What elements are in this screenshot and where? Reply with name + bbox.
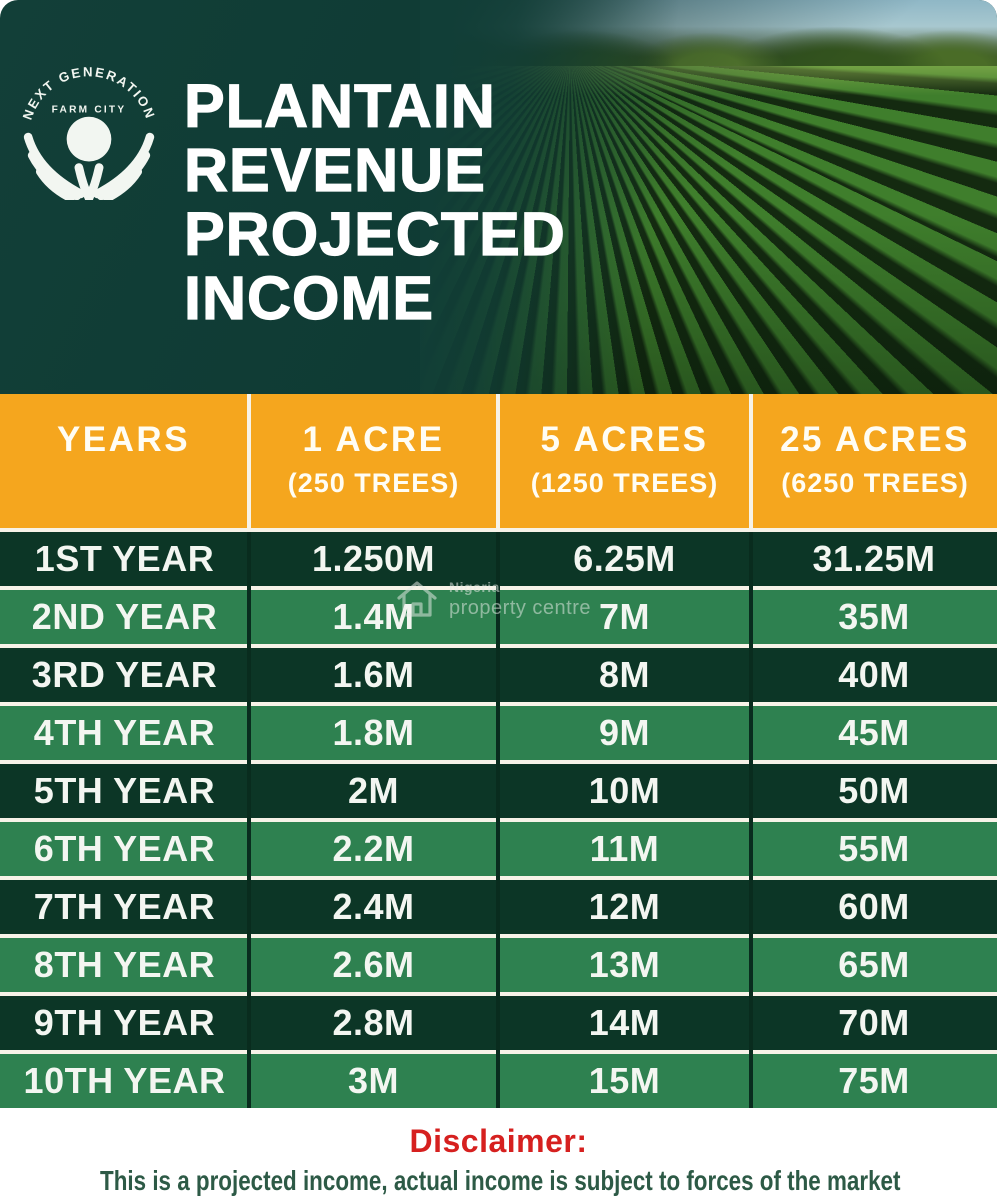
table-row: 5TH YEAR 2M 10M 50M: [0, 764, 997, 818]
cell-5acres: 14M: [498, 996, 751, 1050]
cell-5acres: 12M: [498, 880, 751, 934]
cell-25acres: 31.25M: [751, 532, 997, 586]
cell-year: 7TH YEAR: [0, 880, 249, 934]
cell-5acres: 11M: [498, 822, 751, 876]
table-row: 6TH YEAR 2.2M 11M 55M: [0, 822, 997, 876]
disclaimer-label: Disclaimer:: [409, 1123, 588, 1159]
table-header-row: YEARS 1 ACRE (250 TREES) 5 ACRES (1250 T…: [0, 394, 997, 528]
cell-25acres: 60M: [751, 880, 997, 934]
table-body: 1ST YEAR 1.250M 6.25M 31.25M 2ND YEAR 1.…: [0, 532, 997, 1108]
cell-1acre: 2M: [249, 764, 498, 818]
header-cell-years: YEARS: [0, 394, 247, 528]
cell-5acres: 8M: [498, 648, 751, 702]
sun-icon: [66, 116, 112, 162]
cell-year: 9TH YEAR: [0, 996, 249, 1050]
header-sub: (1250 TREES): [530, 468, 719, 498]
cell-25acres: 45M: [751, 706, 997, 760]
cell-1acre: 1.8M: [249, 706, 498, 760]
title-line: PLANTAIN: [183, 72, 496, 140]
header-cell-1acre: 1 ACRE (250 TREES): [251, 394, 496, 528]
cell-1acre: 2.8M: [249, 996, 498, 1050]
header-body-divider: [0, 528, 997, 532]
header-cell-25acres: 25 ACRES (6250 TREES): [753, 394, 997, 528]
cell-year: 1ST YEAR: [0, 532, 249, 586]
cell-1acre: 2.2M: [249, 822, 498, 876]
column-divider: [749, 532, 753, 1108]
cell-5acres: 13M: [498, 938, 751, 992]
header-sub: (250 TREES): [287, 468, 460, 498]
cell-25acres: 65M: [751, 938, 997, 992]
table-row: 8TH YEAR 2.6M 13M 65M: [0, 938, 997, 992]
table-row: 3RD YEAR 1.6M 8M 40M: [0, 648, 997, 702]
table-row: 9TH YEAR 2.8M 14M 70M: [0, 996, 997, 1050]
table-row: 7TH YEAR 2.4M 12M 60M: [0, 880, 997, 934]
photo-overlay: [420, 0, 997, 394]
header-sub: (6250 TREES): [781, 468, 969, 498]
table-row: 1ST YEAR 1.250M 6.25M 31.25M: [0, 532, 997, 586]
cell-5acres: 10M: [498, 764, 751, 818]
cell-5acres: 15M: [498, 1054, 751, 1108]
table-row: 4TH YEAR 1.8M 9M 45M: [0, 706, 997, 760]
table-row: 2ND YEAR 1.4M 7M 35M: [0, 590, 997, 644]
column-divider: [496, 532, 500, 1108]
cell-year: 3RD YEAR: [0, 648, 249, 702]
farm-field-photo: [420, 0, 997, 394]
cell-25acres: 50M: [751, 764, 997, 818]
cell-1acre: 1.250M: [249, 532, 498, 586]
cell-year: 6TH YEAR: [0, 822, 249, 876]
farm-city-logo: NEXT GENERATION FARM CITY: [22, 64, 156, 200]
cell-1acre: 1.6M: [249, 648, 498, 702]
cell-5acres: 7M: [498, 590, 751, 644]
page-title: PLANTAIN REVENUE PROJECTED INCOME: [183, 72, 566, 332]
disclaimer-text: This is a projected income, actual incom…: [100, 1165, 901, 1196]
header-label: 5 ACRES: [540, 420, 709, 459]
cell-25acres: 55M: [751, 822, 997, 876]
header-label: YEARS: [56, 420, 191, 459]
cell-1acre: 3M: [249, 1054, 498, 1108]
header-label: 25 ACRES: [780, 420, 970, 459]
cell-year: 8TH YEAR: [0, 938, 249, 992]
cell-year: 2ND YEAR: [0, 590, 249, 644]
hero-banner: NEXT GENERATION FARM CITY PLANTAIN REVEN…: [0, 0, 997, 394]
table-row: 10TH YEAR 3M 15M 75M: [0, 1054, 997, 1108]
cell-25acres: 35M: [751, 590, 997, 644]
field-stripes-icon: [23, 132, 155, 200]
logo-sub-text: FARM CITY: [52, 105, 127, 116]
cell-year: 10TH YEAR: [0, 1054, 249, 1108]
cell-5acres: 6.25M: [498, 532, 751, 586]
column-divider: [247, 532, 251, 1108]
title-line: REVENUE: [183, 136, 486, 204]
cell-1acre: 2.6M: [249, 938, 498, 992]
cell-year: 4TH YEAR: [0, 706, 249, 760]
cell-year: 5TH YEAR: [0, 764, 249, 818]
title-line: INCOME: [183, 264, 434, 332]
title-line: PROJECTED: [183, 200, 566, 268]
cell-1acre: 1.4M: [249, 590, 498, 644]
cell-25acres: 40M: [751, 648, 997, 702]
cell-5acres: 9M: [498, 706, 751, 760]
footer: Disclaimer: This is a projected income, …: [0, 1112, 997, 1200]
header-label: 1 ACRE: [302, 420, 445, 459]
cell-1acre: 2.4M: [249, 880, 498, 934]
header-cell-5acres: 5 ACRES (1250 TREES): [500, 394, 749, 528]
cell-25acres: 70M: [751, 996, 997, 1050]
cell-25acres: 75M: [751, 1054, 997, 1108]
